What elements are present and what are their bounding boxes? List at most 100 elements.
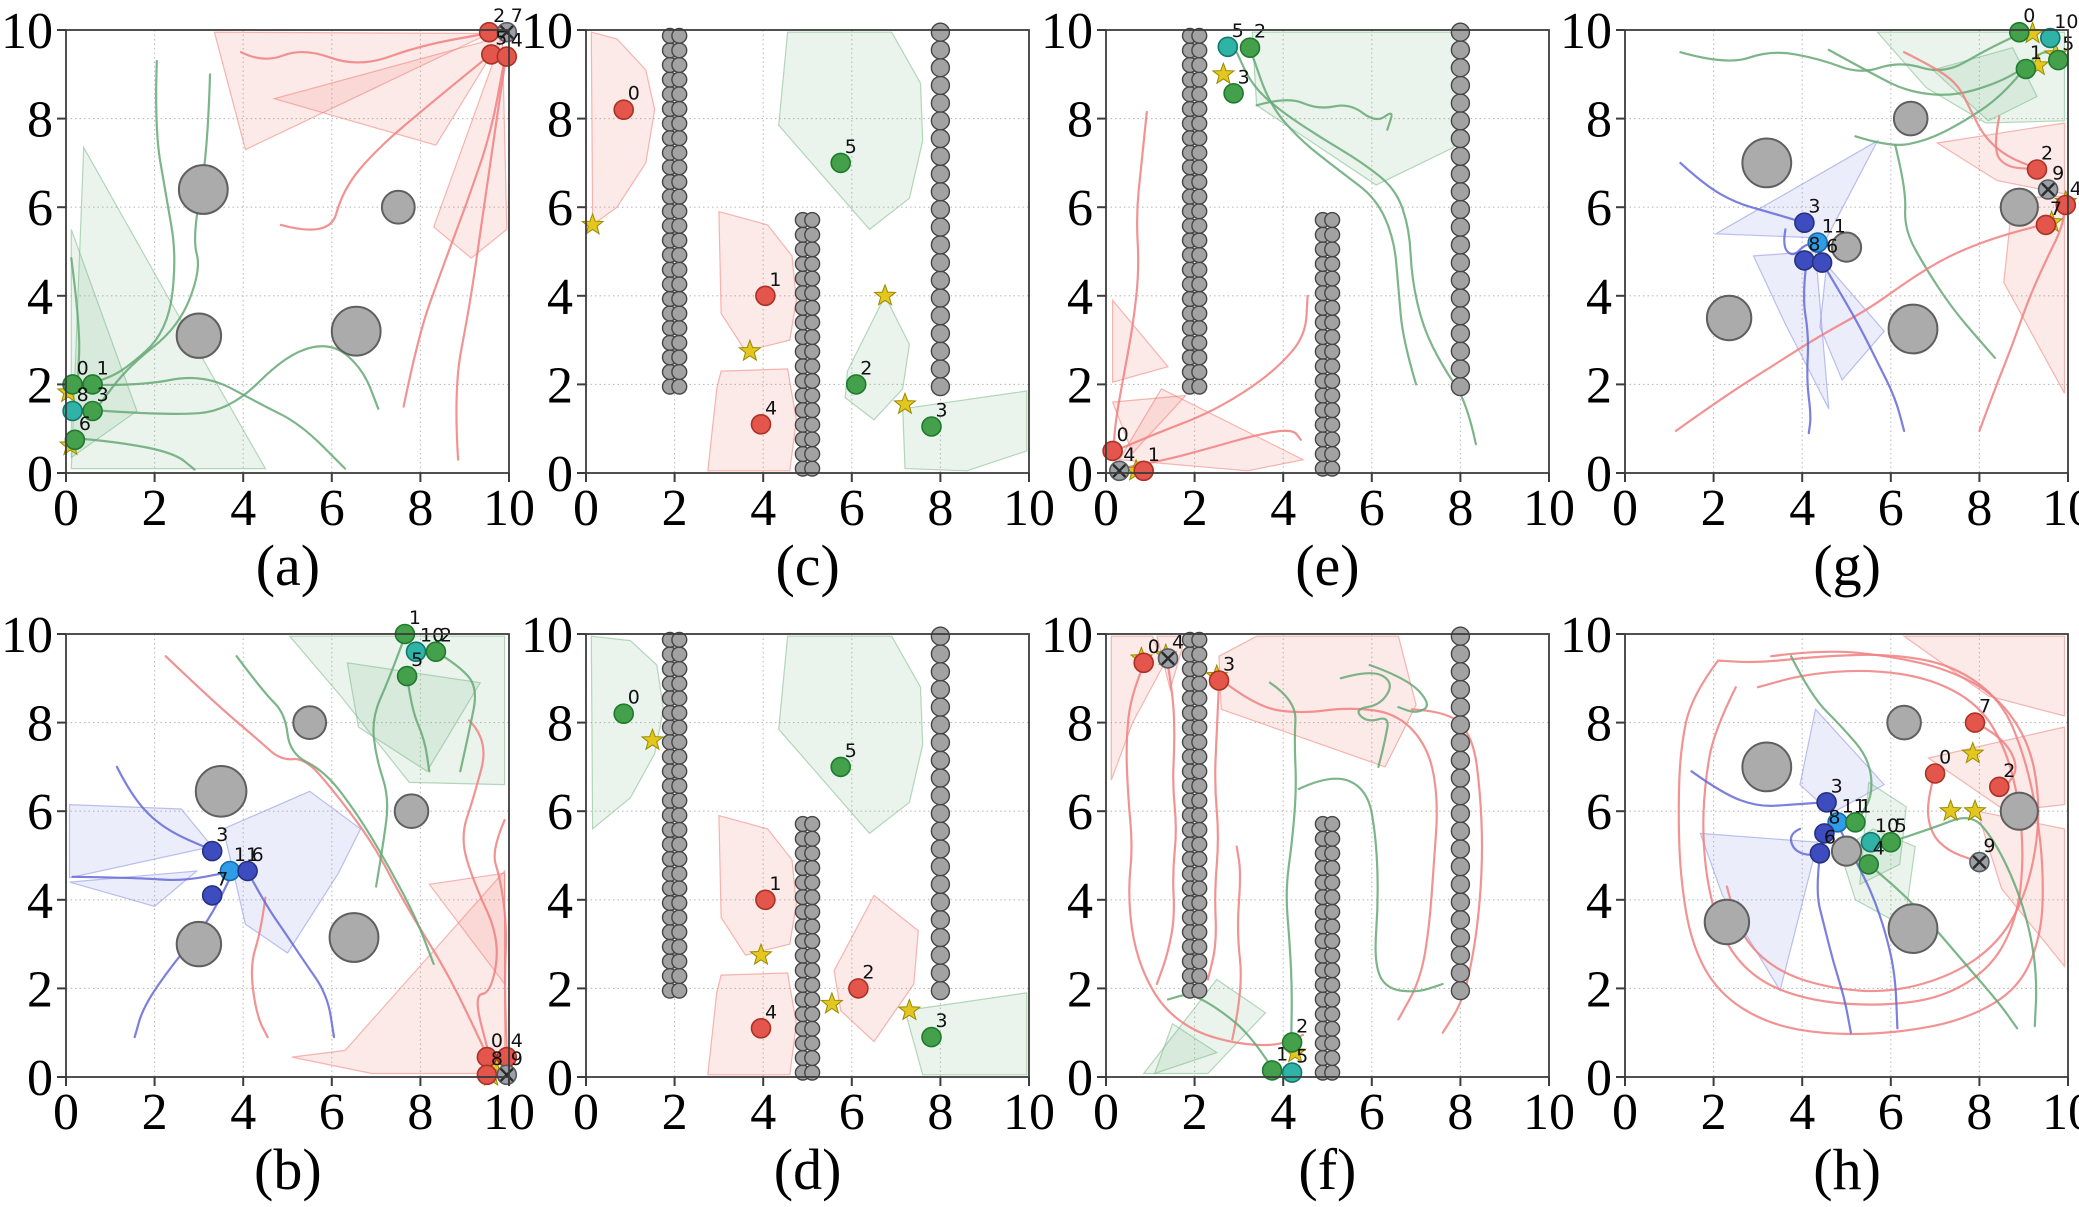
goal-stars (640, 727, 922, 1021)
svg-text:0: 0 (1939, 746, 1951, 768)
svg-text:5: 5 (844, 739, 856, 761)
svg-text:10: 10 (420, 624, 444, 646)
svg-text:2: 2 (1067, 357, 1093, 414)
svg-text:2: 2 (142, 1084, 168, 1141)
svg-text:8: 8 (1829, 806, 1841, 828)
svg-text:10: 10 (521, 607, 573, 664)
team-regions (1699, 635, 2066, 992)
svg-text:5: 5 (411, 649, 423, 671)
svg-text:4: 4 (230, 1084, 256, 1141)
svg-text:9: 9 (2052, 163, 2064, 185)
svg-text:6: 6 (1358, 480, 1384, 537)
svg-text:6: 6 (1067, 180, 1093, 237)
subplot-g: 0101529473118600224466881010 (g) (1559, 0, 2079, 604)
svg-text:4: 4 (750, 480, 776, 537)
svg-text:2: 2 (142, 480, 168, 537)
svg-text:0: 0 (27, 1050, 53, 1107)
svg-text:6: 6 (319, 1084, 345, 1141)
goal-stars (580, 212, 917, 415)
svg-text:8: 8 (1447, 1084, 1473, 1141)
svg-text:6: 6 (27, 180, 53, 237)
subplot-caption-b: (b) (254, 1136, 322, 1202)
svg-text:6: 6 (547, 784, 573, 841)
team-regions (1110, 635, 1417, 1074)
svg-text:0: 0 (53, 480, 79, 537)
subplot-f: 0 4 3 2 1 5 0 0 2 2 4 4 6 6 8 8 10 10 (f) (1040, 604, 1575, 1207)
svg-text:10: 10 (1041, 607, 1093, 664)
svg-text:0: 0 (77, 357, 89, 379)
svg-text:10: 10 (1041, 3, 1093, 60)
svg-text:8: 8 (27, 92, 53, 149)
svg-text:2: 2 (661, 480, 687, 537)
svg-text:5: 5 (495, 27, 507, 49)
svg-text:6: 6 (319, 480, 345, 537)
svg-text:0: 0 (1093, 1084, 1119, 1141)
plot-canvas-g: 0101529473118600224466881010 (1560, 3, 2079, 537)
wall-circles (1181, 22, 1470, 477)
svg-text:9: 9 (1984, 835, 1996, 857)
svg-text:1: 1 (1147, 444, 1159, 466)
svg-text:0: 0 (627, 83, 639, 105)
svg-text:0: 0 (1612, 1084, 1638, 1141)
svg-text:4: 4 (27, 872, 53, 929)
svg-text:8: 8 (1586, 92, 1612, 149)
svg-text:0: 0 (547, 1050, 573, 1107)
svg-text:4: 4 (511, 30, 523, 52)
svg-text:0: 0 (27, 446, 53, 503)
svg-text:10: 10 (1, 607, 53, 664)
svg-text:2: 2 (2004, 759, 2016, 781)
svg-text:4: 4 (230, 480, 256, 537)
svg-text:0: 0 (1147, 635, 1159, 657)
svg-text:4: 4 (1067, 269, 1093, 326)
svg-text:6: 6 (79, 413, 91, 435)
svg-text:7: 7 (1979, 695, 1991, 717)
wall-circles (661, 22, 950, 477)
trajectories (1675, 33, 2067, 435)
trajectories (70, 32, 507, 471)
svg-text:0: 0 (1586, 446, 1612, 503)
svg-text:6: 6 (547, 180, 573, 237)
svg-text:1: 1 (1860, 795, 1872, 817)
svg-text:6: 6 (1824, 826, 1836, 848)
svg-text:10: 10 (521, 3, 573, 60)
svg-text:6: 6 (839, 1084, 865, 1141)
svg-text:0: 0 (1586, 1050, 1612, 1107)
svg-text:6: 6 (1586, 180, 1612, 237)
goal-stars (1938, 740, 1988, 821)
obstacle-circles (175, 164, 416, 359)
svg-text:3: 3 (1831, 775, 1843, 797)
svg-text:2: 2 (1254, 21, 1266, 43)
svg-text:2: 2 (1067, 961, 1093, 1018)
svg-text:10: 10 (1560, 607, 1612, 664)
subplot-caption-g: (g) (1813, 533, 1881, 598)
svg-text:0: 0 (1116, 424, 1128, 446)
subplot-caption-a: (a) (255, 533, 321, 598)
svg-text:8: 8 (1967, 1084, 1993, 1141)
svg-text:8: 8 (1067, 695, 1093, 752)
svg-text:1: 1 (409, 607, 421, 629)
svg-text:3: 3 (1809, 196, 1821, 218)
svg-text:10: 10 (1003, 480, 1055, 537)
svg-text:2: 2 (27, 357, 53, 414)
svg-text:8: 8 (1067, 92, 1093, 149)
svg-text:4: 4 (547, 269, 573, 326)
svg-text:3: 3 (935, 1010, 947, 1032)
svg-text:4: 4 (1067, 872, 1093, 929)
svg-text:4: 4 (1586, 269, 1612, 326)
svg-text:6: 6 (27, 784, 53, 841)
agents: 0 5 1 4 2 3 (613, 686, 947, 1047)
svg-text:4: 4 (511, 1030, 523, 1052)
svg-text:10: 10 (483, 480, 535, 537)
svg-text:8: 8 (1447, 480, 1473, 537)
svg-text:7: 7 (511, 5, 523, 27)
svg-text:4: 4 (547, 872, 573, 929)
svg-text:4: 4 (1172, 631, 1184, 653)
svg-text:0: 0 (1093, 480, 1119, 537)
